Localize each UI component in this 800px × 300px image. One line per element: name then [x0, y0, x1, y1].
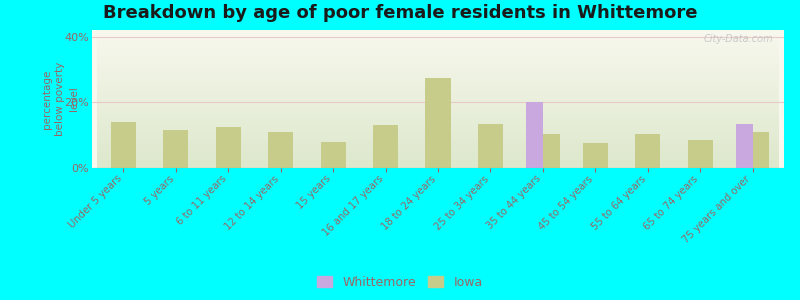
Bar [736, 124, 753, 168]
Bar [582, 143, 608, 168]
Text: City-Data.com: City-Data.com [704, 34, 774, 44]
Bar [753, 132, 770, 168]
Bar [687, 140, 713, 168]
Bar [163, 130, 189, 168]
Bar [373, 125, 398, 168]
Bar [426, 78, 450, 168]
Bar [543, 134, 560, 168]
Text: Breakdown by age of poor female residents in Whittemore: Breakdown by age of poor female resident… [102, 4, 698, 22]
Bar [635, 134, 660, 168]
Y-axis label: percentage
below poverty
level: percentage below poverty level [42, 62, 78, 136]
Bar [321, 142, 346, 168]
Bar [526, 102, 543, 168]
Legend: Whittemore, Iowa: Whittemore, Iowa [312, 271, 488, 294]
Bar [268, 132, 294, 168]
Bar [216, 127, 241, 168]
Bar [478, 124, 503, 168]
Bar [111, 122, 136, 168]
